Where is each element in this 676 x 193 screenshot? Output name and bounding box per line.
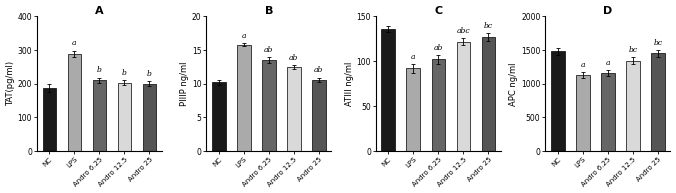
Bar [406, 69, 420, 151]
Bar [287, 67, 301, 151]
Text: bc: bc [653, 39, 662, 47]
Y-axis label: ATIII ng/ml: ATIII ng/ml [345, 62, 354, 106]
Bar [212, 82, 226, 151]
Text: a: a [72, 39, 76, 47]
Text: ab: ab [434, 44, 443, 52]
Bar [431, 59, 445, 151]
Bar [626, 61, 639, 151]
Y-axis label: PIIIP ng/ml: PIIIP ng/ml [180, 62, 189, 106]
Bar [651, 53, 665, 151]
Bar [601, 73, 614, 151]
Bar [118, 83, 131, 151]
Bar [143, 84, 156, 151]
Bar [312, 80, 326, 151]
Text: ab: ab [289, 53, 299, 62]
Text: ab: ab [314, 66, 324, 74]
Text: b: b [97, 66, 102, 74]
Y-axis label: APC ng/ml: APC ng/ml [509, 62, 518, 106]
Bar [551, 51, 564, 151]
Text: bc: bc [484, 22, 493, 30]
Bar [456, 41, 470, 151]
Bar [381, 29, 395, 151]
Bar [237, 45, 251, 151]
Text: a: a [581, 61, 585, 69]
Text: a: a [606, 58, 610, 67]
Text: bc: bc [628, 46, 637, 54]
Bar [481, 37, 496, 151]
Text: b: b [147, 70, 152, 78]
Bar [93, 80, 106, 151]
Bar [43, 88, 56, 151]
Text: a: a [241, 32, 246, 40]
Bar [262, 60, 276, 151]
Text: a: a [411, 53, 416, 61]
Bar [576, 75, 589, 151]
Title: D: D [603, 6, 612, 16]
Title: A: A [95, 6, 103, 16]
Text: b: b [122, 69, 127, 77]
Title: B: B [265, 6, 273, 16]
Title: C: C [434, 6, 442, 16]
Y-axis label: TAT(pg/ml): TAT(pg/ml) [5, 61, 15, 106]
Bar [68, 54, 81, 151]
Text: ab: ab [264, 46, 274, 54]
Text: abc: abc [456, 27, 470, 35]
